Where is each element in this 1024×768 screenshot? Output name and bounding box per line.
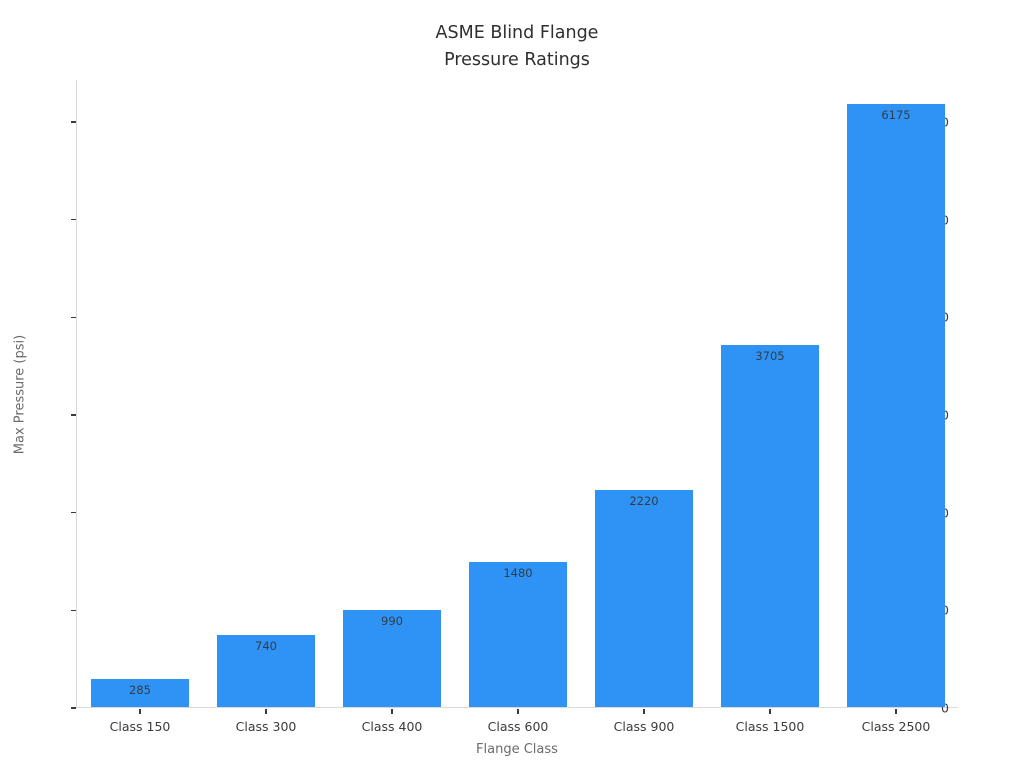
x-tick-mark	[139, 709, 141, 714]
y-tick-mark	[71, 121, 76, 123]
bar-value-label: 1480	[503, 566, 533, 581]
bar-value-label: 740	[255, 638, 277, 653]
bar-value-label: 6175	[881, 107, 911, 122]
bar-value-label: 3705	[755, 349, 785, 364]
x-tick-mark	[769, 709, 771, 714]
x-tick-label: Class 150	[109, 719, 171, 734]
x-tick-mark	[895, 709, 897, 714]
bar-class-900: 2220	[595, 490, 693, 707]
x-axis-title: Flange Class	[476, 742, 558, 757]
x-tick-label: Class 900	[613, 719, 675, 734]
bar-class-2500: 6175	[847, 103, 945, 707]
x-tick-mark	[643, 709, 645, 714]
plot-area: 0100020003000400050006000285Class 150740…	[71, 80, 958, 734]
y-tick-mark	[71, 218, 76, 221]
x-tick-label: Class 1500	[735, 719, 805, 734]
bar-class-300: 740	[217, 634, 315, 707]
y-tick-mark	[71, 511, 76, 514]
x-tick-label: Class 400	[361, 719, 423, 734]
bar-class-400: 990	[343, 610, 441, 707]
bar-value-label: 990	[381, 614, 403, 629]
y-axis-title: Max Pressure (psi)	[12, 334, 28, 455]
x-tick-label: Class 2500	[861, 719, 931, 734]
y-tick-mark	[71, 707, 76, 709]
x-tick-label: Class 600	[487, 719, 549, 734]
bar-value-label: 2220	[629, 494, 659, 509]
chart-title: ASME Blind Flange Pressure Ratings	[76, 20, 958, 74]
chart-title-line-1: ASME Blind Flange	[435, 23, 599, 43]
bar-class-1500: 3705	[721, 345, 819, 707]
bar-value-label: 285	[129, 683, 151, 698]
y-tick-mark	[71, 414, 76, 416]
bar-class-150: 285	[91, 679, 189, 707]
x-tick-mark	[391, 709, 393, 714]
x-tick-label: Class 300	[235, 719, 297, 734]
y-tick-mark	[71, 316, 76, 319]
y-tick-mark	[71, 609, 76, 612]
chart-title-line-2: Pressure Ratings	[444, 50, 590, 70]
x-tick-mark	[265, 709, 267, 714]
y-tick-label: 0	[941, 700, 949, 716]
x-tick-mark	[517, 709, 519, 714]
bar-class-600: 1480	[469, 562, 567, 707]
